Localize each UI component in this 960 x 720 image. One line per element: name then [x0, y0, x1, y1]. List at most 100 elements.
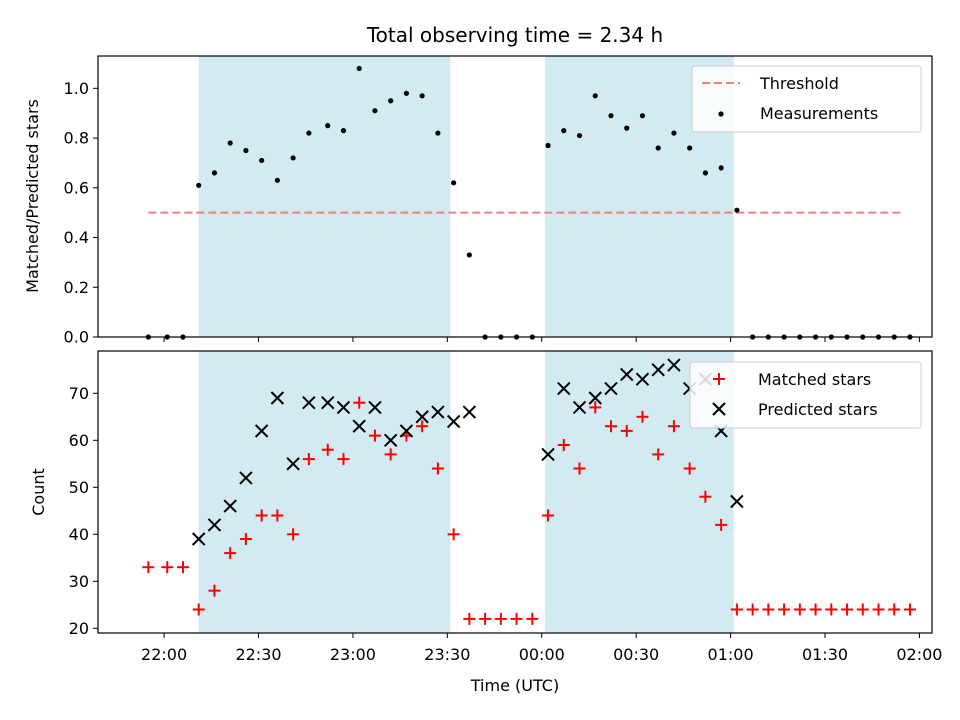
y-tick-label: 40 — [69, 525, 89, 544]
predicted-star-point — [667, 358, 681, 372]
predicted-star-point — [254, 424, 269, 438]
measurement-point — [388, 98, 394, 104]
bottom-panel-ticks: 20 30 40 50 60 70 22:00 22:30 23:00 23:30 00:00 00:… — [69, 384, 943, 664]
measurement-point — [435, 130, 441, 136]
predicted-star-point — [730, 494, 744, 509]
predicted-star-point — [588, 391, 602, 405]
predicted-marker-b — [352, 419, 366, 433]
top-panel-ticks: 0.0 0.2 0.4 0.6 0.8 1.0 — [64, 79, 920, 347]
predicted-marker-b — [239, 471, 253, 485]
predicted-star-point — [302, 395, 316, 410]
figure-title: Total observing time = 2.34 h — [366, 23, 663, 47]
predicted-star-point — [415, 410, 429, 424]
predicted-marker-b — [383, 433, 398, 448]
matched-star-point — [526, 612, 539, 625]
matched-star-point — [652, 448, 665, 461]
x-tick-label: 23:30 — [424, 645, 470, 664]
matched-star-point — [604, 420, 617, 433]
matched-star-point — [620, 424, 633, 437]
measurement-point — [227, 140, 233, 146]
matched-star-point — [161, 561, 174, 574]
bottom-legend: Matched stars Predicted stars — [689, 361, 922, 429]
matched-star-point — [302, 453, 315, 466]
measurement-point — [372, 108, 378, 114]
matched-star-point — [479, 612, 492, 625]
predicted-marker-b — [415, 410, 429, 424]
top-panel-frame — [97, 55, 933, 338]
matched-star-point — [699, 490, 712, 503]
matched-star-point — [667, 420, 680, 433]
predicted-marker-b — [446, 414, 461, 429]
predicted-marker-b — [557, 381, 571, 396]
measurement-point — [687, 145, 693, 151]
predicted-marker-b — [604, 381, 618, 396]
matched-star-point — [142, 561, 155, 574]
y-tick-label: 30 — [69, 572, 89, 591]
top-panel-plot — [145, 65, 913, 340]
predicted-marker-b — [667, 358, 681, 372]
bottom-panel-frame — [97, 350, 933, 634]
threshold-legend-label: Threshold — [759, 74, 839, 93]
predicted-marker-b — [572, 400, 587, 415]
predicted-marker-b — [462, 405, 477, 419]
x-axis-label: Time (UTC) — [470, 676, 559, 695]
measurement-point — [545, 142, 551, 149]
top-legend-box — [691, 65, 922, 133]
predicted-marker-b — [207, 518, 222, 532]
y-tick-label: 70 — [69, 384, 89, 403]
measurement-point — [592, 93, 598, 99]
x-tick-label: 00:00 — [519, 645, 565, 664]
measurement-point — [702, 170, 709, 176]
measurement-point — [718, 165, 724, 171]
matched-star-point — [321, 443, 334, 456]
measurement-point — [639, 113, 646, 119]
predicted-marker-b — [192, 532, 206, 546]
predicted-star-point — [368, 400, 382, 415]
x-tick-label: 23:00 — [330, 645, 376, 664]
y-tick-label: 0.6 — [64, 178, 89, 197]
matched-star-point — [287, 528, 300, 541]
matched-star-point — [208, 584, 221, 597]
matched-star-point — [825, 603, 838, 616]
measurement-point — [624, 125, 630, 131]
matched-star-point — [841, 603, 854, 616]
predicted-star-point — [399, 424, 414, 438]
matched-star-point — [384, 448, 397, 461]
predicted-star-point — [383, 433, 398, 448]
measurement-point — [274, 177, 280, 183]
matched-star-point — [793, 603, 806, 616]
predicted-star-point — [604, 381, 618, 396]
matched-legend-swatch — [713, 373, 725, 385]
predicted-marker-b — [635, 372, 650, 386]
measurement-point — [325, 123, 331, 129]
measurement-point — [211, 170, 218, 176]
matched-star-point — [447, 528, 460, 541]
predicted-marker-b — [620, 367, 634, 382]
x-tick-label: 22:00 — [141, 645, 187, 664]
measurement-point — [356, 65, 362, 72]
matched-star-point — [872, 603, 885, 616]
predicted-marker-b — [336, 400, 351, 415]
matched-star-point — [271, 509, 284, 522]
measurement-point — [290, 155, 296, 161]
matched-star-point — [431, 462, 444, 475]
x-tick-label: 01:00 — [708, 645, 754, 664]
matched-star-point — [510, 612, 523, 625]
measurement-point — [259, 157, 265, 164]
top-y-axis-label: Matched/Predicted stars — [23, 99, 42, 293]
matched-star-point — [192, 603, 205, 616]
predicted-star-point — [270, 391, 285, 405]
matched-star-point — [888, 603, 901, 616]
y-tick-label: 20 — [69, 619, 89, 638]
measurement-point — [608, 113, 614, 119]
matched-star-point — [368, 429, 381, 442]
bottom-panel-plot — [142, 358, 916, 625]
matched-star-point — [463, 612, 476, 625]
matched-star-point — [636, 410, 649, 423]
matched-star-point — [239, 533, 252, 545]
matched-legend-label: Matched stars — [758, 370, 871, 389]
bottom-y-axis-label: Count — [29, 468, 48, 516]
measurement-point — [466, 252, 472, 258]
predicted-star-point — [286, 457, 300, 471]
